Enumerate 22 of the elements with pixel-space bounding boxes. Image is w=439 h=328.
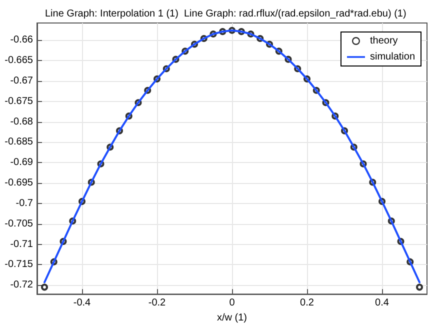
x-tick-label: -0.4 (73, 298, 92, 309)
y-tick-label: -0.67 (10, 75, 34, 86)
y-tick-label: -0.675 (4, 96, 34, 107)
x-tick-label: 0.4 (375, 298, 390, 309)
y-tick-label: -0.66 (10, 34, 34, 46)
y-tick-label: -0.69 (10, 157, 34, 168)
y-tick-label: -0.72 (10, 280, 34, 291)
y-tick-label: -0.7 (16, 198, 34, 209)
y-tick-label: -0.685 (4, 136, 34, 148)
legend-label: simulation (370, 52, 416, 62)
x-tick-label: -0.2 (148, 298, 166, 309)
y-tick-label: -0.705 (4, 218, 34, 230)
x-tick-label: 0.2 (300, 298, 314, 309)
legend-label: theory (370, 36, 398, 46)
chart-title: Line Graph: Interpolation 1 (1) Line Graph: rad.rflux/(rad.epsilon_rad*rad.ebu) (1) (45, 8, 406, 20)
y-tick-label: -0.68 (10, 116, 34, 128)
x-axis-title: x/w (1) (217, 312, 247, 324)
x-tick-label: 0 (229, 298, 236, 309)
y-tick-label: -0.665 (4, 55, 34, 66)
y-tick-label: -0.695 (4, 178, 34, 189)
y-tick-label: -0.71 (10, 238, 34, 250)
y-tick-label: -0.715 (4, 259, 34, 270)
